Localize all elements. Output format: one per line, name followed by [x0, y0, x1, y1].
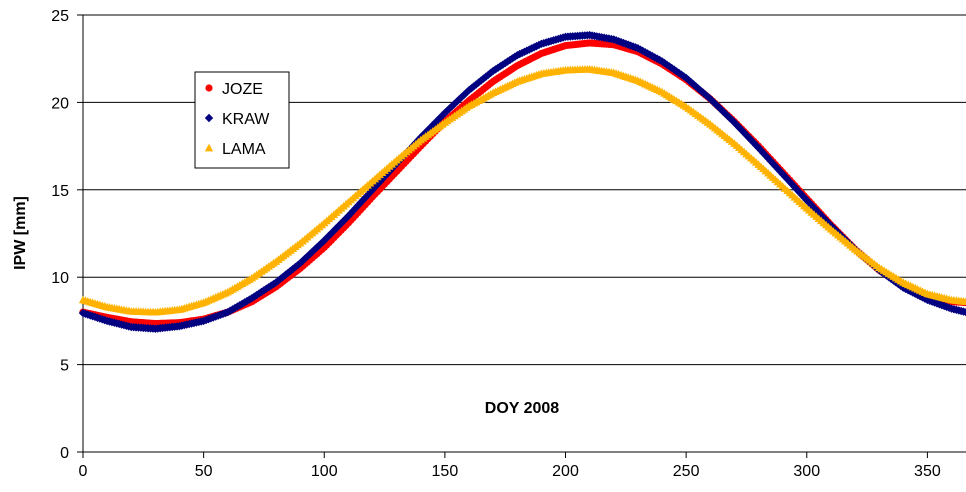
point-kraw-297: [795, 188, 804, 197]
legend-marker-kraw: [204, 113, 214, 123]
x-tick-labels: 0 50 100 150 200 250 300 350: [79, 452, 941, 480]
point-kraw-112: [349, 206, 358, 215]
point-kraw-302: [807, 201, 816, 210]
x-tick-label-200: 200: [552, 463, 579, 480]
point-kraw-164: [474, 78, 483, 87]
point-kraw-285: [766, 156, 775, 166]
x-tick-label-0: 0: [79, 463, 88, 480]
point-kraw-294: [788, 180, 797, 189]
series-lama: [78, 64, 966, 316]
point-kraw-158: [459, 90, 469, 99]
legend-marker-lama: [204, 143, 214, 152]
point-kraw-251: [684, 75, 693, 85]
point-kraw-306: [817, 211, 826, 220]
point-kraw-260: [706, 94, 715, 104]
x-tick-label-250: 250: [673, 463, 700, 480]
point-kraw-156: [455, 95, 464, 104]
point-kraw-273: [737, 125, 746, 135]
series-layer: [78, 30, 966, 333]
point-kraw-305: [814, 208, 824, 218]
y-tick-label-10: 10: [51, 270, 69, 287]
point-kraw-255: [694, 84, 703, 93]
point-kraw-257: [698, 88, 708, 97]
y-axis-title: IPW [mm]: [12, 196, 29, 270]
point-kraw-289: [776, 167, 785, 176]
x-tick-label-350: 350: [914, 463, 941, 480]
point-kraw-301: [804, 198, 814, 208]
point-kraw-165: [476, 76, 486, 85]
point-kraw-256: [696, 86, 705, 95]
point-kraw-261: [708, 97, 717, 106]
point-kraw-157: [457, 92, 466, 102]
point-kraw-284: [763, 154, 773, 163]
point-kraw-169: [486, 68, 495, 78]
y-tick-label-15: 15: [51, 183, 69, 200]
x-tick-label-100: 100: [311, 463, 338, 480]
point-kraw-155: [452, 97, 462, 106]
point-kraw-286: [768, 159, 778, 168]
series-kraw: [78, 30, 966, 333]
y-tick-label-5: 5: [60, 358, 69, 375]
point-kraw-272: [735, 123, 744, 132]
point-kraw-366: [961, 307, 966, 317]
point-kraw-278: [749, 138, 758, 147]
point-kraw-160: [464, 85, 474, 95]
x-tick-label-300: 300: [793, 463, 820, 480]
point-kraw-280: [754, 143, 763, 153]
point-kraw-161: [467, 84, 476, 93]
point-lama-366: [961, 297, 966, 306]
point-kraw-281: [756, 146, 766, 155]
legend: JOZE KRAW LAMA: [194, 71, 290, 169]
x-tick-label-50: 50: [195, 463, 213, 480]
legend-label-kraw: KRAW: [222, 111, 270, 128]
point-kraw-269: [727, 115, 737, 125]
point-kraw-115: [356, 198, 365, 208]
point-kraw-107: [336, 219, 346, 228]
point-kraw-253: [689, 80, 698, 89]
point-kraw-264: [715, 104, 725, 113]
x-tick-label-150: 150: [432, 463, 459, 480]
point-kraw-293: [785, 177, 795, 187]
point-kraw-268: [725, 113, 734, 122]
y-tick-label-0: 0: [60, 445, 69, 462]
legend-label-lama: LAMA: [222, 141, 266, 158]
point-kraw-159: [462, 88, 471, 97]
point-kraw-271: [732, 120, 742, 130]
x-axis-title: DOY 2008: [485, 400, 560, 417]
point-kraw-263: [713, 101, 722, 111]
legend-marker-joze: [205, 84, 213, 92]
y-tick-labels: 0 5 10 15 20 25: [51, 8, 83, 462]
point-kraw-259: [703, 92, 713, 102]
y-tick-label-25: 25: [51, 8, 69, 25]
y-tick-label-20: 20: [51, 95, 69, 112]
point-kraw-168: [484, 70, 493, 79]
point-kraw-108: [339, 216, 348, 226]
point-kraw-277: [747, 136, 756, 145]
plot-frame: [82, 15, 966, 453]
point-kraw-252: [686, 77, 696, 87]
point-kraw-282: [759, 148, 768, 158]
legend-label-joze: JOZE: [222, 81, 263, 98]
point-kraw-276: [744, 133, 754, 142]
